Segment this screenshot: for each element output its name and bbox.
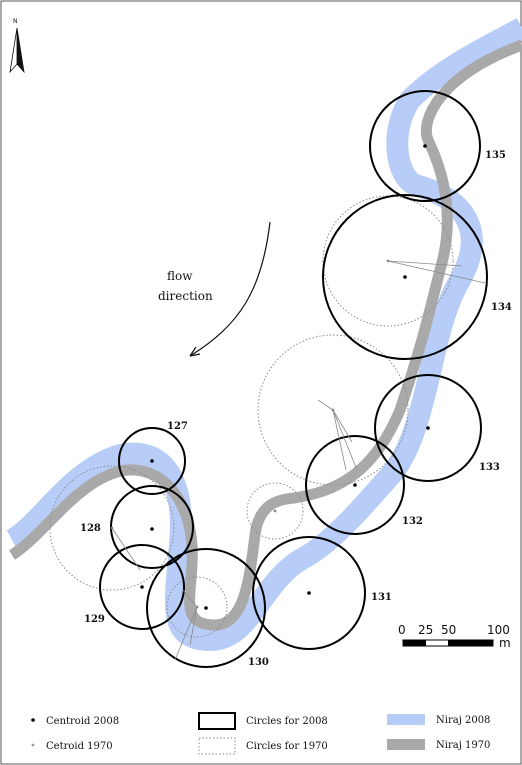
circle-2008-131 (252, 536, 366, 650)
label-132: 132 (402, 516, 423, 527)
legend-circles-2008: Circles for 2008 (246, 716, 328, 727)
legend-centroid-1970: Cetroid 1970 (46, 741, 113, 752)
circle-1970-130 (166, 576, 228, 638)
circle-2008-135 (369, 90, 481, 202)
label-127: 127 (167, 421, 188, 432)
circle-2008-130 (146, 548, 266, 668)
label-134: 134 (491, 302, 512, 313)
north-arrow: N (9, 18, 25, 74)
map-area: 127 128 129 130 131 132 133 134 135 flow… (6, 18, 522, 668)
legend-river-1970: Niraj 1970 (436, 740, 490, 751)
circle-2008-134 (322, 194, 488, 360)
circle-2008-128 (110, 485, 194, 569)
centroids-1970 (110, 259, 390, 609)
circle-1970-132 (257, 334, 409, 486)
circle-labels: 127 128 129 130 131 132 133 134 135 (80, 150, 512, 668)
flow-arrow (189, 221, 271, 357)
circle-2008-132 (305, 435, 405, 535)
scale-tick-25: 25 (418, 623, 433, 637)
label-130: 130 (248, 657, 269, 668)
legend-river-2008-icon (387, 714, 425, 725)
label-133: 133 (479, 462, 500, 473)
legend-circles-2008-icon (198, 712, 236, 730)
centroids-2008 (140, 144, 430, 610)
north-label: N (13, 18, 18, 25)
legend: Centroid 2008 Cetroid 1970 Circles for 2… (31, 712, 490, 755)
flow-label: flow (167, 269, 193, 283)
scale-bar: 0 25 50 100 m (398, 623, 511, 650)
label-128: 128 (80, 523, 101, 534)
legend-centroid-1970-icon (31, 743, 35, 747)
label-129: 129 (84, 614, 105, 625)
north-arrow-icon (16, 27, 25, 74)
scale-tick-50: 50 (441, 623, 456, 637)
circle-2008-129 (99, 544, 185, 630)
flow-label-2: direction (158, 289, 213, 303)
legend-circles-1970-icon (198, 737, 236, 755)
legend-centroid-2008-icon (31, 718, 35, 722)
circle-1970-big-128 (49, 465, 175, 591)
legend-centroid-2008: Centroid 2008 (46, 716, 119, 727)
circles-2008 (99, 90, 488, 668)
legend-river-1970-icon (387, 739, 425, 750)
scale-unit: m (499, 636, 511, 650)
flow-direction: flow direction (158, 221, 271, 357)
flow-arrowhead-icon (189, 346, 201, 357)
scale-tick-100: 100 (487, 623, 510, 637)
circle-2008-127 (118, 427, 186, 495)
river-2008 (6, 18, 522, 651)
radius-lines (111, 260, 486, 661)
label-135: 135 (485, 150, 506, 161)
scale-tick-0: 0 (398, 623, 406, 637)
legend-circles-1970: Circles for 1970 (246, 741, 328, 752)
circle-1970-loop (246, 482, 304, 540)
circle-2008-133 (374, 374, 482, 482)
label-131: 131 (371, 592, 392, 603)
legend-river-2008: Niraj 2008 (436, 715, 490, 726)
